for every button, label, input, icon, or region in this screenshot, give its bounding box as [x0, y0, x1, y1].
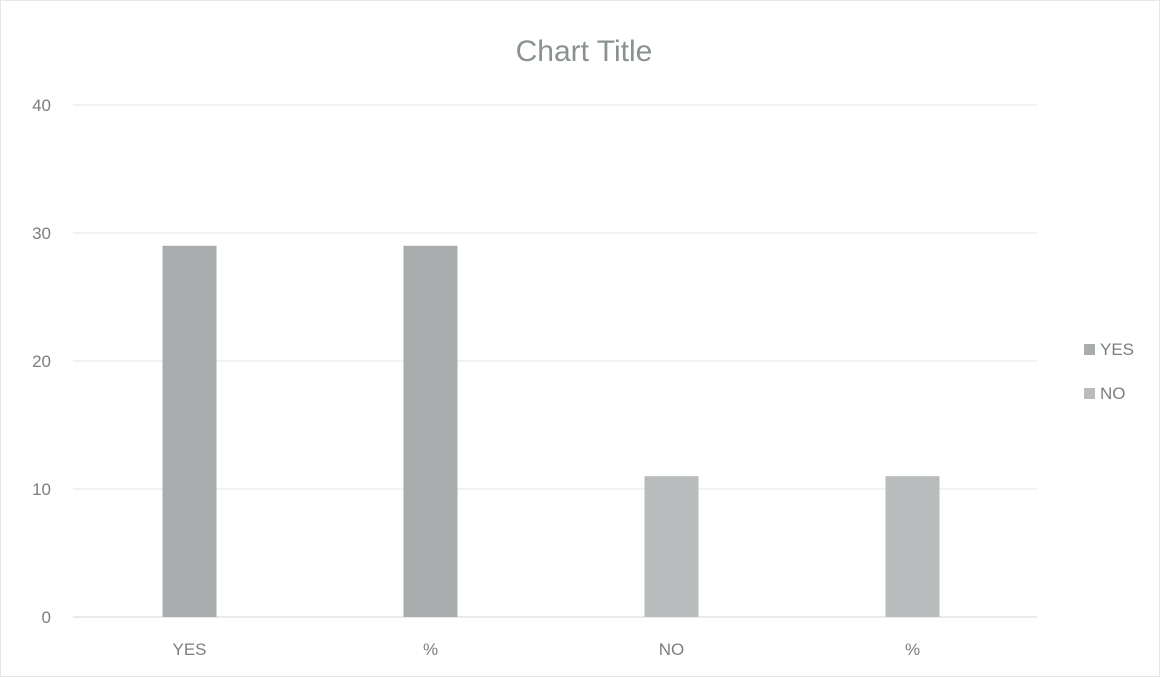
y-tick-label: 30 [32, 224, 51, 243]
chart-title: Chart Title [516, 35, 653, 68]
bars [162, 245, 940, 618]
y-tick-label: 20 [32, 352, 51, 371]
legend-label: YES [1100, 340, 1134, 359]
y-tick-label: 40 [32, 96, 51, 115]
y-tick-label: 10 [32, 480, 51, 499]
bar [162, 245, 217, 618]
legend-swatch [1084, 344, 1095, 355]
y-tick-label: 0 [42, 608, 51, 627]
bar [885, 476, 940, 617]
legend-swatch [1084, 388, 1095, 399]
bar [403, 245, 458, 618]
gridlines [73, 104, 1037, 618]
x-category-label: % [905, 640, 920, 659]
x-axis-labels: YES% NO% [172, 640, 920, 659]
legend: YES NO [1084, 340, 1134, 403]
x-category-label: NO [659, 640, 685, 659]
x-category-label: YES [172, 640, 206, 659]
legend-label: NO [1100, 384, 1126, 403]
y-axis-ticks: 0 10 20 30 40 [32, 96, 51, 627]
bar [644, 476, 699, 617]
x-category-label: % [423, 640, 438, 659]
